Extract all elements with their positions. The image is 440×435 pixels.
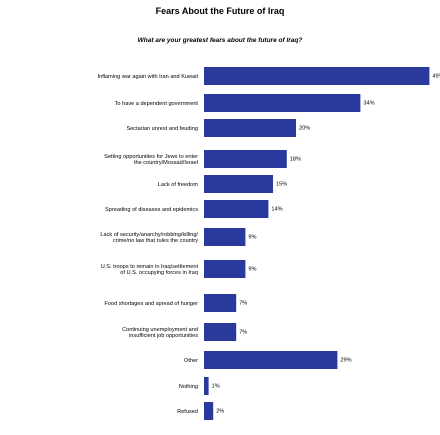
bar — [204, 323, 237, 341]
bar — [204, 351, 338, 369]
bar — [204, 119, 296, 137]
category-label: Food shortages and spread of hunger — [104, 301, 198, 307]
value-label: 9% — [248, 266, 256, 272]
bar — [204, 200, 269, 218]
bar — [204, 94, 361, 112]
bar — [204, 377, 209, 395]
category-label: Nothing — [179, 384, 198, 390]
chart-title: Fears About the Future of Iraq — [156, 6, 285, 16]
category-label: Inflaming war again with Iran and Kuwait — [98, 74, 199, 80]
value-label: 7% — [239, 329, 247, 335]
value-label: 20% — [299, 125, 310, 131]
category-label: Refused — [177, 409, 198, 415]
category-label: Spreading of diseases and epidemics — [105, 207, 198, 213]
bar — [204, 294, 237, 312]
category-label: Lack of security/anarchy/robbing/killing… — [100, 232, 198, 244]
bar — [204, 67, 430, 85]
value-label: 15% — [276, 181, 287, 187]
value-label: 2% — [216, 408, 224, 414]
category-label: Other — [184, 358, 198, 364]
value-label: 7% — [239, 300, 247, 306]
value-label: 1% — [212, 383, 220, 389]
bar — [204, 150, 287, 168]
chart-subtitle: What are your greatest fears about the f… — [138, 37, 303, 44]
value-label: 18% — [290, 156, 301, 162]
category-label: Lack of freedom — [158, 182, 198, 188]
value-label: 14% — [271, 206, 282, 212]
category-label: Continuing unemployment and insufficient … — [122, 327, 198, 339]
value-label: 29% — [340, 357, 351, 363]
bar — [204, 402, 214, 420]
bar — [204, 228, 246, 246]
value-label: 34% — [363, 100, 374, 106]
value-label: 9% — [248, 234, 256, 240]
value-label: 49% — [432, 73, 440, 79]
bar — [204, 260, 246, 278]
category-label: Sectarian unrest and feuding — [126, 126, 198, 132]
bar — [204, 175, 273, 193]
category-label: Setting opportunities for Jews to enter t… — [104, 154, 198, 166]
category-label: To have a dependent government — [115, 101, 199, 107]
category-label: U.S. troops to remain in Iraq/settlement… — [101, 264, 199, 276]
